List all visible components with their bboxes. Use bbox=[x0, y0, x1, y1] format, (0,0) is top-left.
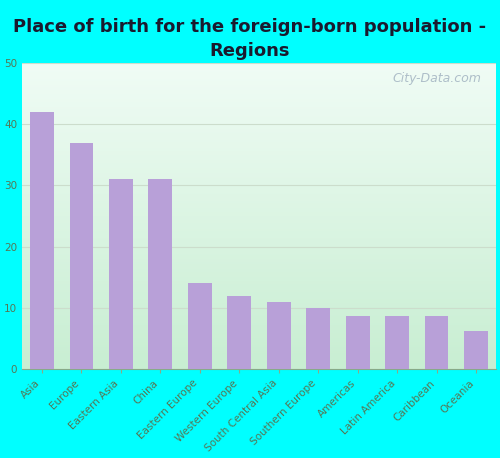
Bar bbox=[306, 308, 330, 369]
Bar bbox=[109, 180, 132, 369]
Bar bbox=[267, 302, 290, 369]
Bar bbox=[70, 143, 93, 369]
Bar bbox=[228, 295, 251, 369]
Bar bbox=[188, 284, 212, 369]
Bar bbox=[346, 316, 370, 369]
Bar bbox=[425, 316, 448, 369]
Text: City-Data.com: City-Data.com bbox=[392, 72, 482, 85]
Bar bbox=[148, 180, 172, 369]
Text: Place of birth for the foreign-born population -
Regions: Place of birth for the foreign-born popu… bbox=[14, 18, 486, 60]
Bar bbox=[386, 316, 409, 369]
Bar bbox=[464, 331, 488, 369]
Bar bbox=[30, 112, 54, 369]
